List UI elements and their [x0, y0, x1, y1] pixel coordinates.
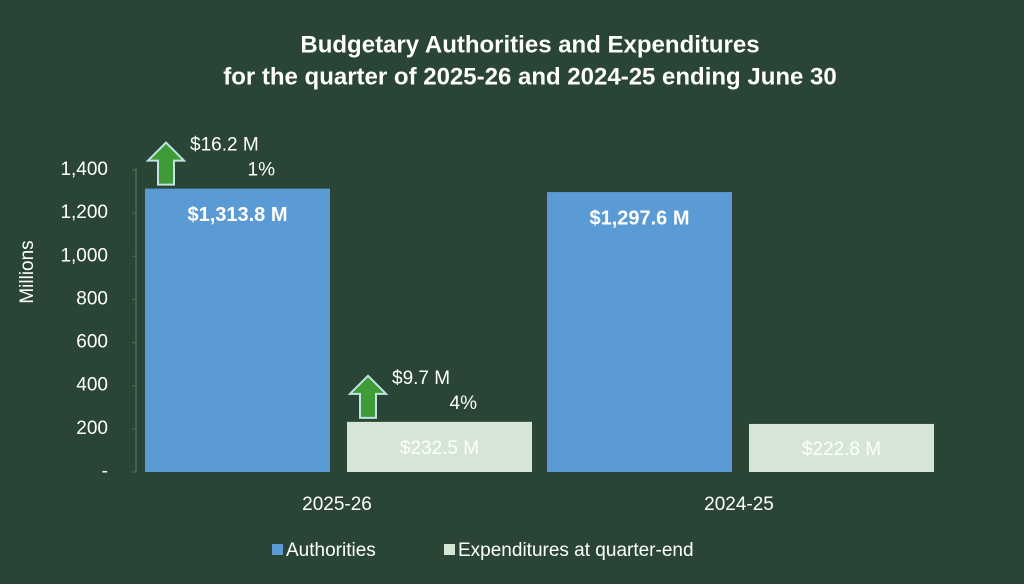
- y-tick-label: 1,200: [60, 202, 108, 223]
- y-tick-label: 800: [76, 288, 108, 309]
- legend-label: Expenditures at quarter-end: [458, 540, 694, 561]
- bar: [347, 421, 532, 472]
- annotation-change: $16.2 M: [190, 135, 259, 156]
- chart-title: Budgetary Authorities and Expenditures: [300, 31, 759, 58]
- x-tick-label: 2024-25: [704, 494, 774, 515]
- annotation-percent: 4%: [450, 393, 478, 414]
- y-axis-label: Millions: [17, 240, 38, 303]
- legend-label: Authorities: [286, 540, 376, 561]
- annotation-change: $9.7 M: [392, 368, 450, 389]
- annotation-percent: 1%: [248, 160, 276, 181]
- y-tick-label: 600: [76, 332, 108, 353]
- value-label: $1,313.8 M: [187, 204, 287, 226]
- change-arrow: [347, 374, 389, 419]
- value-label: $232.5 M: [400, 438, 479, 459]
- y-tick-label: 200: [76, 418, 108, 439]
- value-label: $222.8 M: [802, 439, 881, 460]
- y-tick-label: 1,000: [60, 245, 108, 266]
- change-arrow: [145, 141, 187, 186]
- value-label: $1,297.6 M: [589, 207, 689, 229]
- y-tick-label: 1,400: [60, 159, 108, 180]
- bar: [145, 188, 330, 472]
- x-tick-label: 2025-26: [302, 494, 372, 515]
- y-tick-label: -: [102, 461, 108, 482]
- legend-swatch: [444, 544, 455, 555]
- legend-swatch: [272, 544, 283, 555]
- bar: [547, 192, 732, 472]
- chart-subtitle: for the quarter of 2025-26 and 2024-25 e…: [223, 63, 837, 90]
- bar: [749, 423, 934, 472]
- y-tick-label: 400: [76, 375, 108, 396]
